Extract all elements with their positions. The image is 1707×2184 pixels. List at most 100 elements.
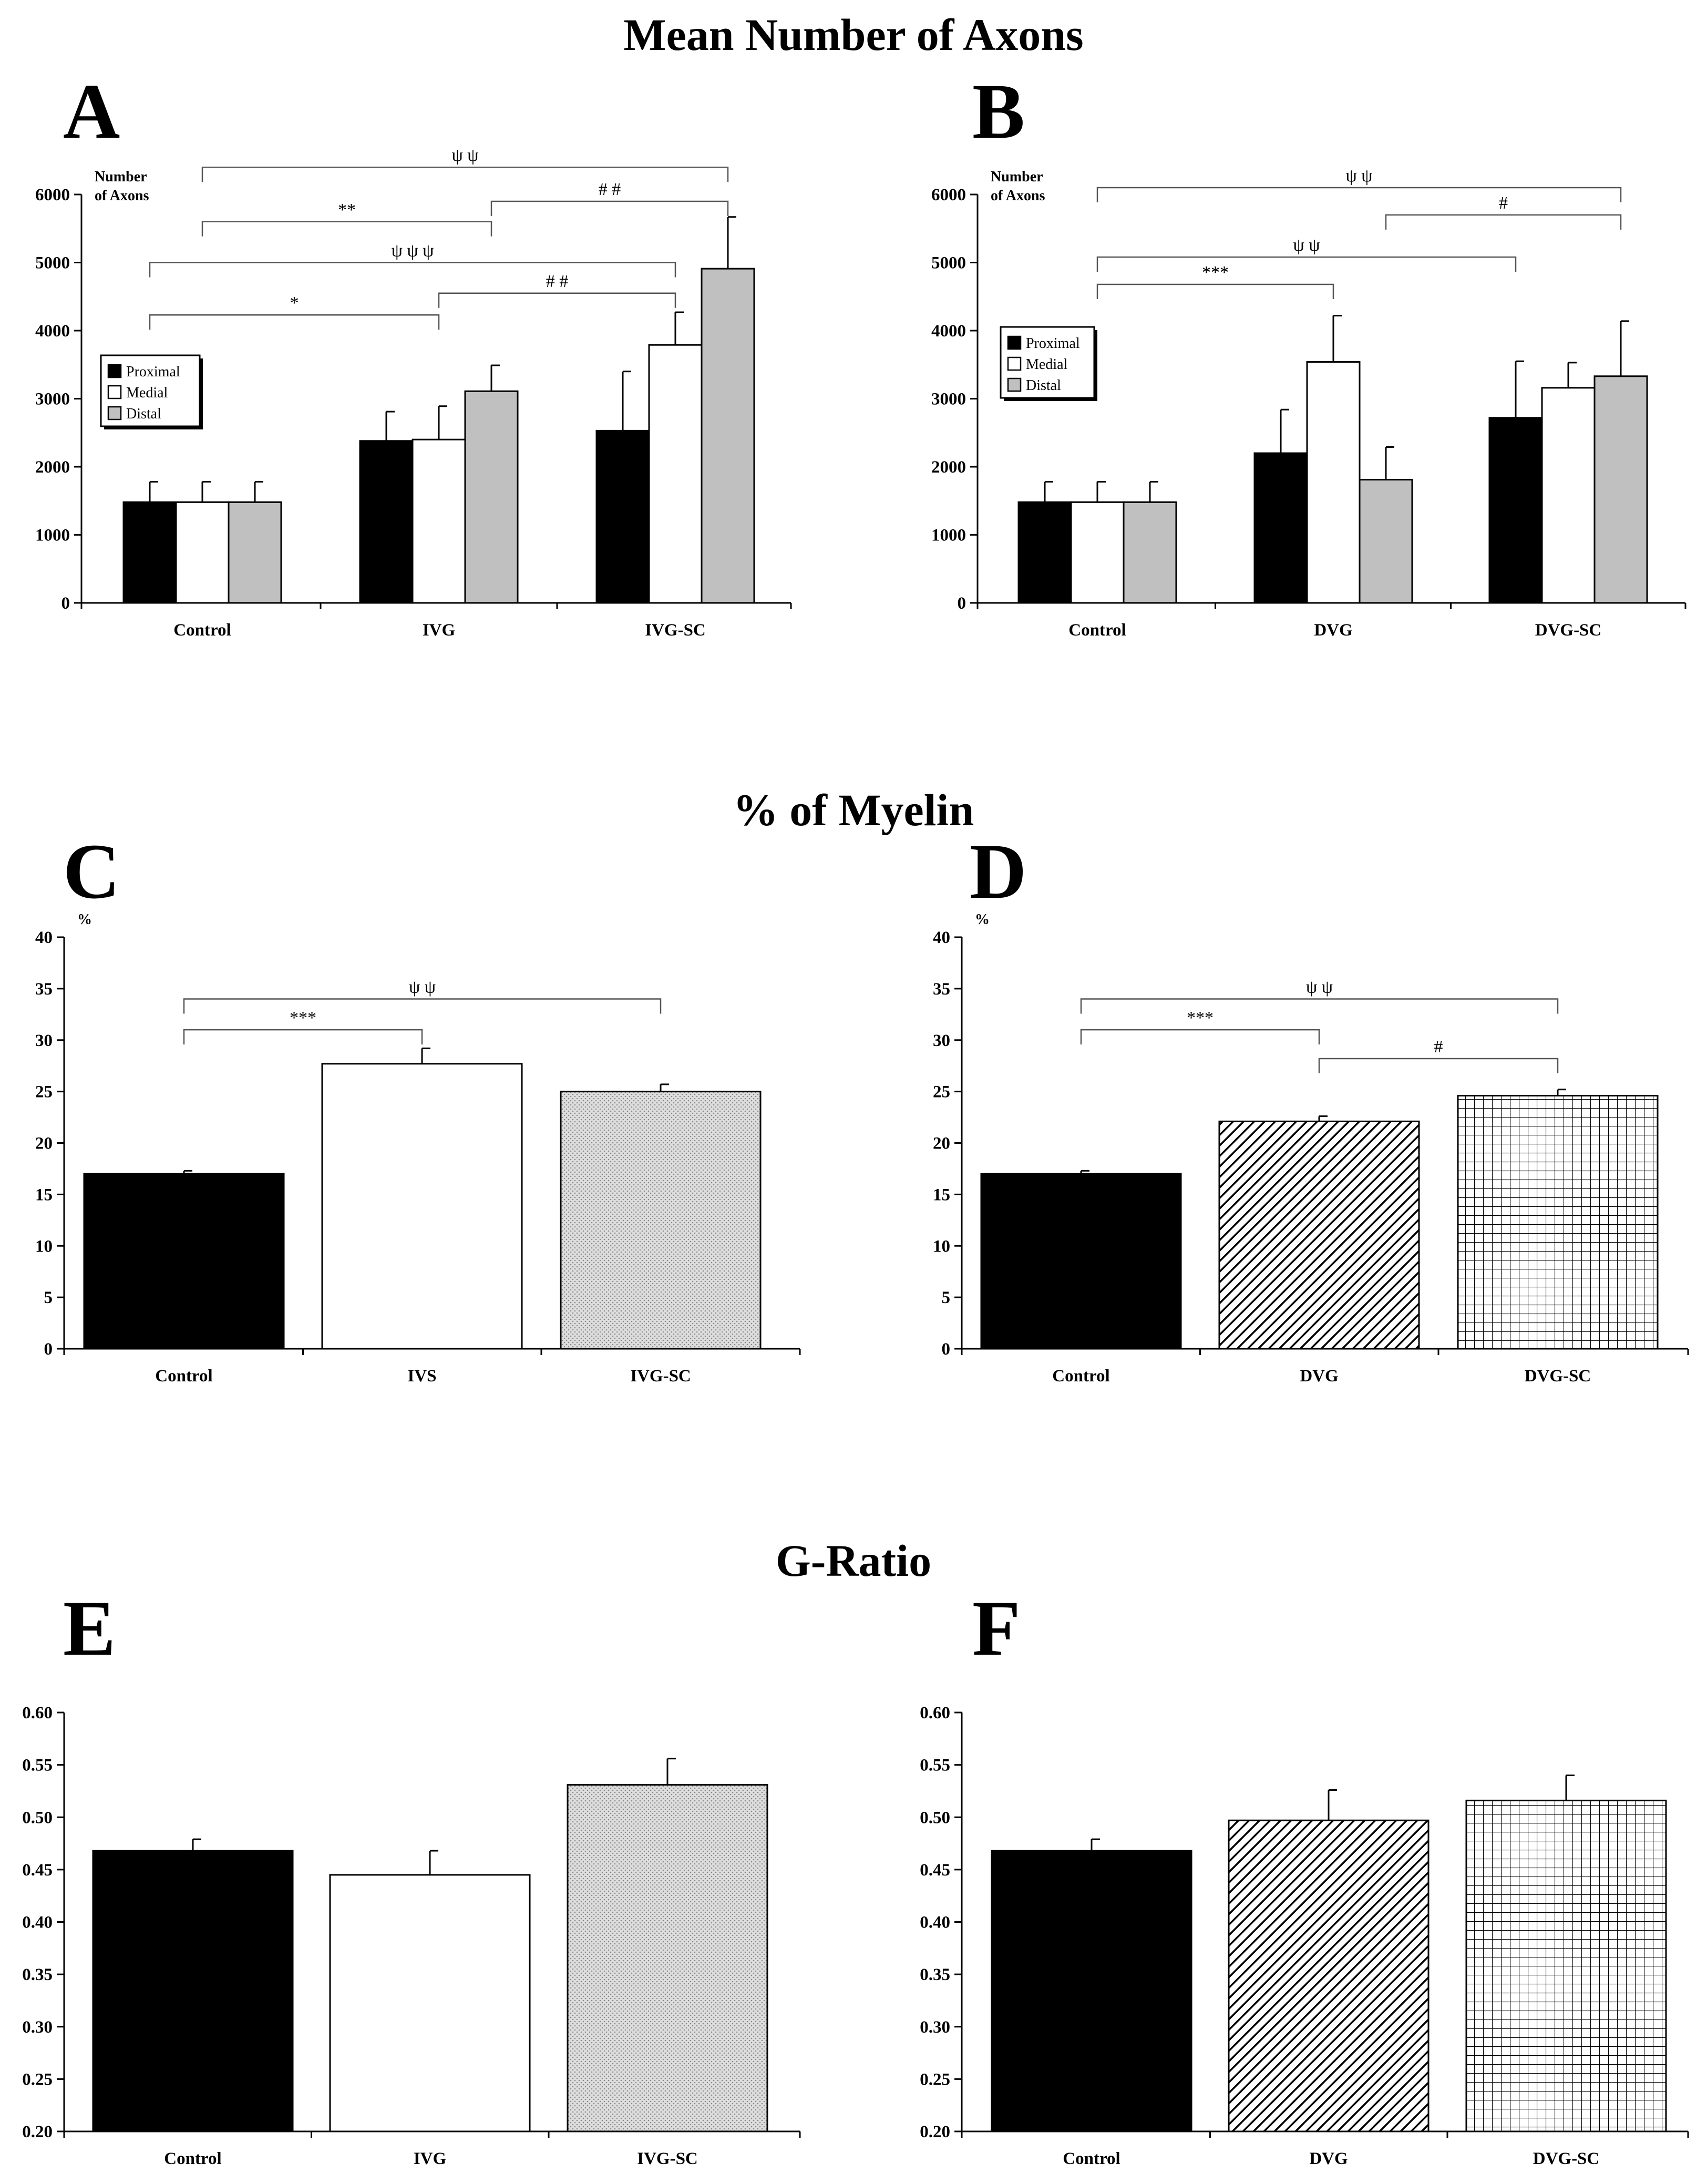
y-tick-label: 0: [44, 1340, 53, 1359]
y-tick-label: 0.35: [920, 1965, 950, 1984]
significance-label: ***: [1202, 263, 1229, 282]
significance-bracket: [1096, 256, 1517, 272]
y-tick-label: 2000: [931, 458, 966, 477]
bar: [228, 501, 282, 604]
x-category-label: DVG-SC: [1533, 2149, 1600, 2168]
y-tick-label: 3000: [931, 390, 966, 409]
y-tick-label: 30: [35, 1031, 53, 1050]
x-category-label: Control: [1063, 2149, 1120, 2168]
bar: [83, 1173, 285, 1350]
section-title-g-ratio: G-Ratio: [776, 1535, 931, 1586]
bar: [1465, 1799, 1667, 2132]
y-tick-label: 25: [933, 1083, 950, 1102]
bar: [175, 501, 230, 604]
y-tick-label: 0.35: [22, 1965, 53, 1984]
bar: [560, 1091, 762, 1350]
legend-label: Proximal: [1026, 335, 1080, 352]
panel-letter: B: [972, 68, 1025, 155]
bar: [1457, 1094, 1659, 1350]
y-tick-label: 20: [933, 1134, 950, 1153]
significance-bracket: [149, 262, 676, 278]
y-tick-label: 0.30: [920, 2018, 950, 2037]
panel-letter: D: [970, 828, 1026, 915]
significance-label: ψ ψ: [1306, 977, 1333, 997]
bar: [1017, 501, 1072, 604]
x-category-label: DVG: [1300, 1367, 1338, 1386]
bar: [122, 501, 177, 604]
significance-bracket: [1096, 283, 1334, 299]
x-category-label: Control: [164, 2149, 221, 2168]
x-category-label: Control: [1052, 1367, 1109, 1386]
significance-bracket: [1318, 1058, 1559, 1073]
y-tick-label: 4000: [35, 322, 70, 341]
x-category-label: DVG-SC: [1535, 621, 1602, 640]
y-tick-label: 15: [35, 1185, 53, 1204]
bar: [1070, 501, 1125, 604]
y-tick-label: 0.45: [22, 1861, 53, 1880]
x-category-label: DVG-SC: [1525, 1367, 1591, 1386]
y-tick-label: 0.55: [920, 1756, 950, 1775]
y-tick-label: 10: [933, 1237, 950, 1256]
y-tick-label: 10: [35, 1237, 53, 1256]
y-tick-label: 2000: [35, 458, 70, 477]
y-axis-label: Number: [95, 169, 147, 185]
bar: [595, 429, 650, 604]
y-tick-label: 35: [933, 980, 950, 999]
bar: [1218, 1120, 1420, 1350]
bar: [1228, 1819, 1430, 2132]
chart-panel-f: F 0.20 0.25 0.30 0.35 0.40 0.45 0.50 0.55 0.60 Con…: [920, 1585, 1689, 2168]
significance-label: **: [338, 200, 356, 220]
y-axis-label: of Axons: [95, 188, 149, 204]
bar: [1359, 479, 1413, 604]
significance-label: # #: [599, 180, 621, 199]
chart-panel-c: C 0 5 10 15 20 25 30 35 40% Control IVS IVG-SC ψ ψ ***: [35, 828, 801, 1386]
y-tick-label: 1000: [931, 526, 966, 545]
bar: [92, 1850, 294, 2132]
significance-bracket: [183, 998, 662, 1014]
y-axis-label: %: [975, 911, 990, 928]
y-tick-label: 20: [35, 1134, 53, 1153]
y-tick-label: 0.50: [920, 1808, 950, 1827]
chart-panel-b: B 0 1000 2000 3000 4000 5000 6000 Number of Axons…: [931, 68, 1687, 640]
bar: [701, 268, 755, 604]
panel-letter: E: [63, 1585, 116, 1672]
y-tick-label: 25: [35, 1083, 53, 1102]
bar: [412, 438, 466, 604]
y-tick-label: 5000: [35, 254, 70, 273]
significance-label: ψ ψ: [1293, 235, 1320, 255]
y-tick-label: 0.50: [22, 1808, 53, 1827]
bar: [464, 390, 519, 604]
legend-label: Medial: [1026, 356, 1068, 373]
y-tick-label: 0.25: [22, 2070, 53, 2089]
bar: [1593, 375, 1648, 604]
bar: [980, 1173, 1182, 1350]
y-tick-label: 3000: [35, 390, 70, 409]
y-tick-label: 6000: [35, 186, 70, 204]
legend-swatch: [107, 364, 122, 378]
x-category-label: Control: [155, 1367, 212, 1386]
x-category-label: IVG-SC: [637, 2149, 698, 2168]
bar: [321, 1063, 523, 1350]
y-tick-label: 0.20: [22, 2123, 53, 2141]
significance-label: *: [290, 293, 299, 313]
y-tick-label: 30: [933, 1031, 950, 1050]
y-tick-label: 0.40: [22, 1913, 53, 1932]
significance-bracket: [1385, 214, 1622, 230]
significance-bracket: [201, 221, 492, 237]
significance-label: ψ ψ: [1345, 166, 1372, 186]
y-tick-label: 0: [958, 594, 966, 613]
legend-swatch: [1007, 335, 1022, 350]
y-tick-label: 0.30: [22, 2018, 53, 2037]
significance-label: ψ ψ: [409, 977, 436, 997]
significance-label: # #: [546, 272, 569, 291]
panel-letter: C: [63, 828, 120, 915]
y-tick-label: 5: [942, 1288, 951, 1307]
x-category-label: IVG-SC: [645, 621, 706, 640]
bar: [1488, 417, 1543, 604]
bar: [991, 1850, 1192, 2132]
y-tick-label: 0.45: [920, 1861, 950, 1880]
x-category-label: DVG: [1314, 621, 1352, 640]
legend-label: Distal: [126, 406, 161, 422]
y-tick-label: 5: [44, 1288, 53, 1307]
